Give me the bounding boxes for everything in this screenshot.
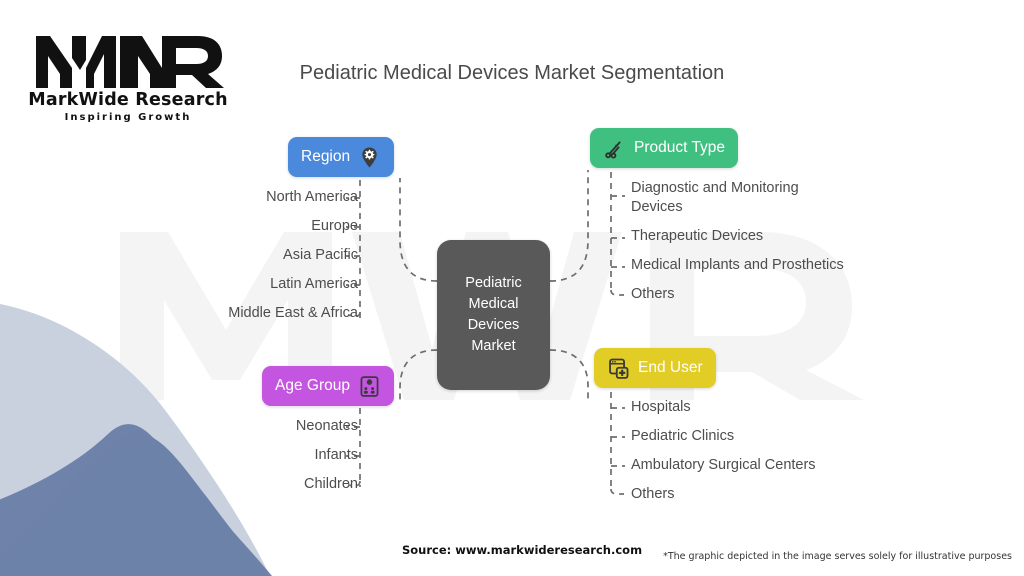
logo-mark-mwr	[36, 36, 224, 88]
branch-badge-age-group[interactable]: Age Group	[262, 366, 394, 406]
hospital-plus-icon	[607, 357, 630, 380]
connector-center-end-user	[549, 349, 589, 400]
surgical-scissors-icon	[603, 137, 626, 160]
source-credit: Source: www.markwideresearch.com	[402, 543, 643, 557]
list-item: Latin America	[270, 276, 358, 292]
list-item: Diagnostic and Monitoring Devices	[631, 180, 799, 215]
branch-label-product-type: Product Type	[634, 139, 726, 156]
leaf-list-product-type: Diagnostic and Monitoring Devices Therap…	[631, 179, 844, 304]
connector-end-user-leaf-3	[610, 488, 625, 495]
list-item: Middle East & Africa	[228, 305, 358, 321]
map-pin-gear-icon	[358, 146, 381, 169]
decor-shape-dark-peak	[0, 433, 266, 576]
list-item: Infants	[314, 447, 358, 463]
list-item: Medical Implants and Prosthetics	[631, 257, 844, 273]
branch-badge-region[interactable]: Region	[288, 137, 395, 177]
list-item: Ambulatory Surgical Centers	[631, 457, 816, 473]
connector-center-age-group	[399, 349, 438, 403]
list-item: Pediatric Clinics	[631, 428, 735, 444]
decor-shape-light	[0, 304, 270, 576]
list-item: Therapeutic Devices	[631, 228, 764, 244]
list-item: Asia Pacific	[283, 247, 358, 263]
list-item: Hospitals	[631, 399, 691, 415]
patient-record-card-icon	[358, 375, 381, 398]
list-item: Children	[304, 476, 358, 492]
branch-label-end-user: End User	[638, 359, 703, 376]
disclaimer-note: *The graphic depicted in the image serve…	[663, 551, 1012, 562]
list-item: Others	[631, 486, 675, 502]
logo-company-name: MarkWide Research	[28, 90, 228, 110]
page-title: Pediatric Medical Devices Market Segment…	[0, 62, 1024, 85]
branch-badge-product-type[interactable]: Product Type	[590, 128, 739, 168]
list-item: Europe	[311, 218, 358, 234]
branch-label-region: Region	[301, 148, 351, 165]
list-item: North America	[266, 189, 358, 205]
leaf-list-age-group: Neonates Infants Children	[296, 417, 358, 494]
branch-badge-end-user[interactable]: End User	[594, 348, 716, 388]
connector-center-region	[399, 178, 438, 282]
center-node[interactable]: Pediatric Medical Devices Market	[437, 240, 550, 390]
brand-logo: MarkWide Research Inspiring Growth	[28, 30, 228, 130]
center-node-label: Pediatric Medical Devices Market	[465, 275, 522, 354]
connector-center-product-type	[549, 170, 589, 282]
leaf-list-region: North America Europe Asia Pacific Latin …	[228, 188, 358, 323]
decor-shape-dark	[0, 424, 272, 576]
logo-tagline: Inspiring Growth	[64, 112, 192, 123]
list-item: Neonates	[295, 418, 358, 434]
branch-label-age-group: Age Group	[275, 377, 350, 394]
connector-product-type-leaf-3	[610, 289, 625, 296]
page-title-text: Pediatric Medical Devices Market Segment…	[299, 62, 725, 84]
leaf-list-end-user: Hospitals Pediatric Clinics Ambulatory S…	[631, 398, 816, 504]
list-item: Others	[631, 286, 675, 302]
